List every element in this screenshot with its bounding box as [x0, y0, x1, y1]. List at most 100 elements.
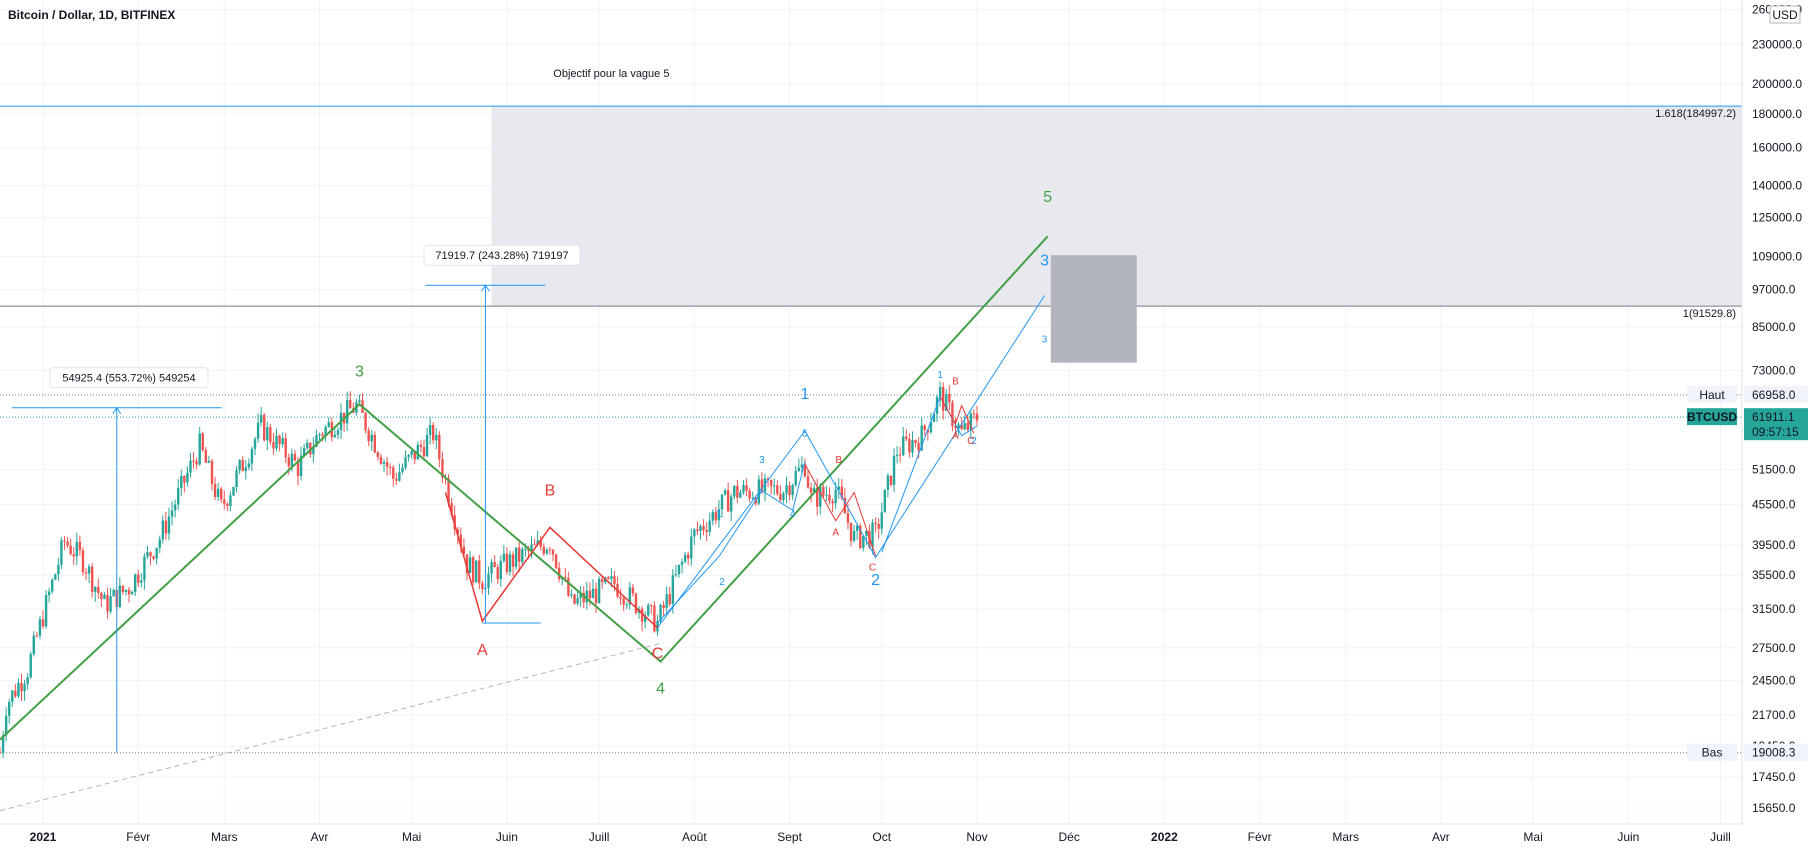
- time-tick: Nov: [966, 830, 987, 844]
- candle-body: [97, 586, 100, 593]
- candle-body: [505, 553, 509, 572]
- high-tag-value: 66958.0: [1752, 388, 1796, 402]
- candle-body: [438, 434, 441, 460]
- candle-body: [545, 549, 549, 554]
- candle-body: [0, 752, 2, 754]
- candle-body: [570, 594, 573, 596]
- candle-body: [745, 485, 748, 491]
- wave-label: A: [832, 528, 839, 539]
- candle-body: [954, 426, 957, 429]
- price-tick: 51500.0: [1752, 462, 1796, 476]
- low-tag-value-bg: [1744, 743, 1808, 761]
- measure-box: [423, 244, 581, 266]
- price-tick: 230000.0: [1752, 37, 1802, 51]
- price-tick: 97000.0: [1752, 283, 1796, 297]
- candle-body: [816, 487, 819, 507]
- time-tick: Mars: [211, 830, 238, 844]
- candle-body: [951, 402, 954, 427]
- candle-body: [247, 463, 251, 468]
- candle-body: [975, 413, 979, 421]
- candle-body: [367, 430, 370, 442]
- candle-body: [4, 715, 8, 736]
- candle-body: [392, 467, 395, 479]
- candle-body: [69, 545, 72, 555]
- price-tick: 24500.0: [1752, 674, 1796, 688]
- wave-label: 4: [656, 681, 665, 698]
- time-tick: Avr: [311, 830, 329, 844]
- candle-body: [834, 490, 837, 504]
- candle-body: [619, 596, 622, 599]
- candle-body: [207, 460, 211, 463]
- candle-body: [103, 594, 106, 600]
- candle-body: [395, 478, 398, 481]
- candle-body: [809, 487, 813, 493]
- candle-body: [149, 552, 152, 557]
- candle-body: [419, 444, 423, 448]
- wave-label: 2: [719, 577, 725, 588]
- candle-body: [800, 464, 804, 468]
- candle-body: [20, 682, 23, 692]
- candle-body: [167, 516, 171, 534]
- candle-body: [585, 590, 589, 603]
- candle-body: [401, 467, 404, 473]
- candle-body: [920, 425, 923, 451]
- candle-body: [726, 490, 730, 512]
- candle-body: [938, 387, 942, 398]
- candle-body: [256, 422, 260, 439]
- candle-body: [376, 452, 380, 457]
- candle-body: [23, 684, 26, 692]
- time-tick: Août: [682, 830, 707, 844]
- price-tick: 73000.0: [1752, 363, 1796, 377]
- candle-body: [312, 446, 315, 455]
- candle-body: [773, 485, 776, 487]
- price-tick: 109000.0: [1752, 249, 1802, 263]
- wave-label: 3: [1040, 253, 1049, 270]
- candle-body: [195, 461, 198, 465]
- candle-body: [911, 440, 914, 453]
- candle-body: [118, 585, 122, 607]
- candle-body: [600, 578, 604, 583]
- price-tick: 160000.0: [1752, 140, 1802, 154]
- candle-body: [14, 690, 17, 697]
- time-tick: Sept: [777, 830, 802, 844]
- candle-body: [969, 413, 973, 430]
- candle-body: [241, 460, 244, 471]
- candle-body: [109, 596, 112, 612]
- candle-body: [640, 608, 644, 622]
- candle-body: [349, 400, 352, 409]
- time-tick: Mai: [402, 830, 421, 844]
- candle-body: [388, 466, 392, 468]
- candle-body: [862, 536, 865, 548]
- candle-body: [647, 605, 650, 616]
- wave-label: C: [869, 562, 876, 573]
- candle-body: [81, 550, 85, 573]
- candle-body: [518, 547, 521, 562]
- candle-body: [769, 479, 773, 486]
- candle-body: [794, 470, 797, 486]
- candle-body: [683, 554, 687, 562]
- high-tag-label: Haut: [1699, 388, 1725, 402]
- candle-body: [413, 450, 416, 460]
- currency-label: USD: [1772, 8, 1798, 22]
- candle-body: [567, 578, 570, 596]
- candle-body: [855, 525, 859, 531]
- candle-body: [840, 486, 844, 498]
- time-tick: Juin: [496, 830, 518, 844]
- candle-body: [235, 470, 238, 488]
- candle-body: [877, 524, 880, 529]
- candle-body: [693, 529, 696, 537]
- price-tick: 15650.0: [1752, 801, 1796, 815]
- wave-label: C: [967, 436, 974, 447]
- candle-body: [902, 436, 905, 456]
- low-tag-label-bg: [1687, 743, 1737, 761]
- candle-body: [253, 438, 257, 449]
- candle-body: [263, 414, 266, 441]
- candle-body: [296, 460, 300, 477]
- measure-label: 54925.4 (553.72%) 549254: [62, 373, 195, 385]
- candle-body: [582, 592, 585, 603]
- candle-body: [960, 424, 963, 430]
- wave-line-primary: [0, 235, 1049, 741]
- time-tick: Oct: [872, 830, 891, 844]
- candle-body: [220, 488, 223, 500]
